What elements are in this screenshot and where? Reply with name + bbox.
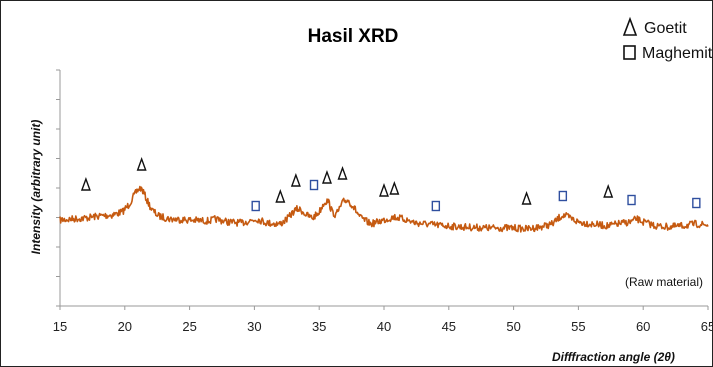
maghemit-marker <box>251 200 260 212</box>
diffraction-series-line <box>59 185 709 233</box>
maghemit-marker <box>558 190 568 202</box>
x-tick-label: 20 <box>118 319 132 334</box>
x-tick-label: 40 <box>377 319 391 334</box>
goetit-marker <box>80 176 91 191</box>
goetit-marker <box>290 172 301 187</box>
goetit-marker <box>321 169 332 184</box>
x-tick-label: 50 <box>506 319 520 334</box>
maghemit-marker <box>627 194 636 206</box>
series-group <box>59 185 709 233</box>
phase-markers <box>80 156 701 212</box>
sample-annotation: (Raw material) <box>625 275 703 289</box>
legend-triangle-symbol <box>622 16 638 36</box>
legend: Goetit Maghemit <box>622 16 713 62</box>
goetit-marker <box>275 188 286 203</box>
goetit-marker <box>603 183 614 198</box>
goetit-marker <box>379 182 389 197</box>
x-tick-label: 25 <box>182 319 196 334</box>
y-axis-label: Intensity (arbitrary unit) <box>29 120 43 255</box>
maghemit-marker <box>431 200 441 212</box>
goetit-marker <box>337 165 348 180</box>
maghemit-marker <box>692 197 701 209</box>
legend-label-goetit: Goetit <box>644 20 687 37</box>
maghemit-marker <box>309 179 319 191</box>
x-tick-labels: 15 20 25 30 35 40 45 50 55 60 65 <box>53 306 713 334</box>
goetit-marker <box>389 180 400 195</box>
chart-title: Hasil XRD <box>308 26 399 47</box>
legend-label-maghemit: Maghemit <box>642 45 713 62</box>
x-tick-label: 60 <box>636 319 650 334</box>
x-tick-label: 65 <box>701 319 713 334</box>
x-tick-label: 30 <box>247 319 261 334</box>
legend-square-symbol <box>623 45 636 60</box>
x-tick-label: 55 <box>571 319 585 334</box>
axes <box>56 69 708 307</box>
x-tick-label: 35 <box>312 319 326 334</box>
goetit-marker <box>136 156 147 171</box>
x-tick-label: 15 <box>53 319 67 334</box>
x-tick-label: 45 <box>442 319 456 334</box>
goetit-marker <box>521 190 532 205</box>
x-axis-label: Difffraction angle (2θ) <box>552 350 675 364</box>
